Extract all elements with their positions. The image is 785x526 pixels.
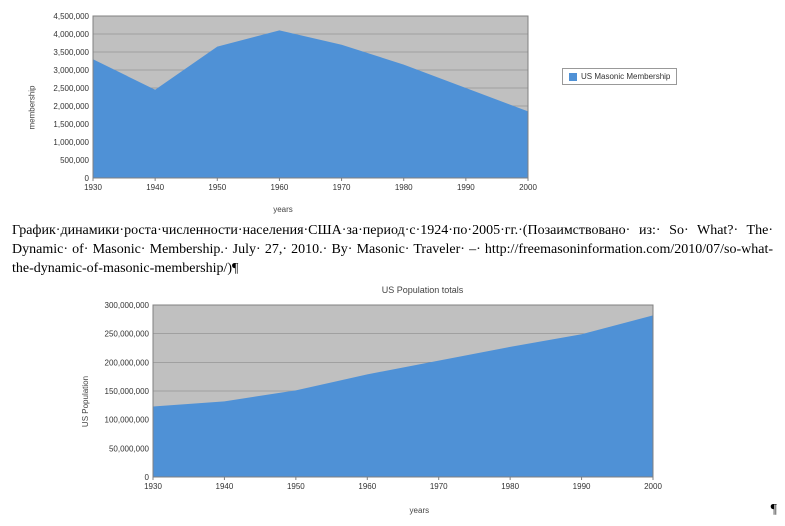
chart2-ylabel: US Population	[81, 376, 90, 427]
chart1-svg: 0 500,000 1,000,000 1,500,000 2,000,000 2,500…	[28, 8, 538, 198]
svg-text:1,000,000: 1,000,000	[53, 138, 89, 147]
svg-text:3,500,000: 3,500,000	[53, 48, 89, 57]
svg-text:1960: 1960	[358, 482, 376, 491]
svg-text:500,000: 500,000	[60, 156, 89, 165]
svg-text:50,000,000: 50,000,000	[109, 444, 150, 453]
svg-text:2,000,000: 2,000,000	[53, 102, 89, 111]
chart1-xlabel: years	[28, 205, 538, 214]
caption-text: График·динамики·роста·численности·населе…	[8, 222, 777, 279]
svg-text:1980: 1980	[501, 482, 519, 491]
svg-text:1930: 1930	[84, 183, 102, 192]
svg-text:100,000,000: 100,000,000	[105, 415, 150, 424]
pilcrow: ¶	[771, 502, 777, 518]
svg-text:1980: 1980	[395, 183, 413, 192]
svg-text:1960: 1960	[271, 183, 289, 192]
svg-text:1970: 1970	[430, 482, 448, 491]
svg-text:0: 0	[145, 473, 150, 482]
svg-text:1950: 1950	[208, 183, 226, 192]
svg-text:1940: 1940	[146, 183, 164, 192]
svg-text:2000: 2000	[644, 482, 662, 491]
svg-text:1930: 1930	[144, 482, 162, 491]
svg-text:200,000,000: 200,000,000	[105, 358, 150, 367]
svg-text:1940: 1940	[216, 482, 234, 491]
chart2-container: US Population 0 50,000,000 100,000,000 150,…	[68, 297, 777, 518]
chart1-container: membership 0 500,000 1,000,000 1,500,000 2,0…	[28, 8, 538, 214]
chart2-svg: 0 50,000,000 100,000,000 150,000,000 200,000…	[68, 297, 663, 497]
svg-text:3,000,000: 3,000,000	[53, 66, 89, 75]
chart2-title: US Population totals	[68, 285, 777, 295]
svg-text:2000: 2000	[519, 183, 537, 192]
svg-text:1950: 1950	[287, 482, 305, 491]
legend-swatch	[569, 73, 577, 81]
chart2-xlabel: years	[68, 506, 771, 515]
chart1-legend: US Masonic Membership	[562, 68, 677, 85]
svg-text:4,000,000: 4,000,000	[53, 30, 89, 39]
svg-text:1990: 1990	[573, 482, 591, 491]
chart1-row: membership 0 500,000 1,000,000 1,500,000 2,0…	[28, 8, 777, 214]
chart1-ylabel: membership	[28, 85, 37, 129]
legend-text: US Masonic Membership	[581, 72, 670, 81]
svg-text:150,000,000: 150,000,000	[105, 387, 150, 396]
svg-text:1970: 1970	[333, 183, 351, 192]
svg-text:2,500,000: 2,500,000	[53, 84, 89, 93]
svg-text:300,000,000: 300,000,000	[105, 301, 150, 310]
svg-text:4,500,000: 4,500,000	[53, 12, 89, 21]
svg-text:1990: 1990	[457, 183, 475, 192]
svg-text:0: 0	[85, 174, 90, 183]
svg-text:1,500,000: 1,500,000	[53, 120, 89, 129]
svg-text:250,000,000: 250,000,000	[105, 329, 150, 338]
